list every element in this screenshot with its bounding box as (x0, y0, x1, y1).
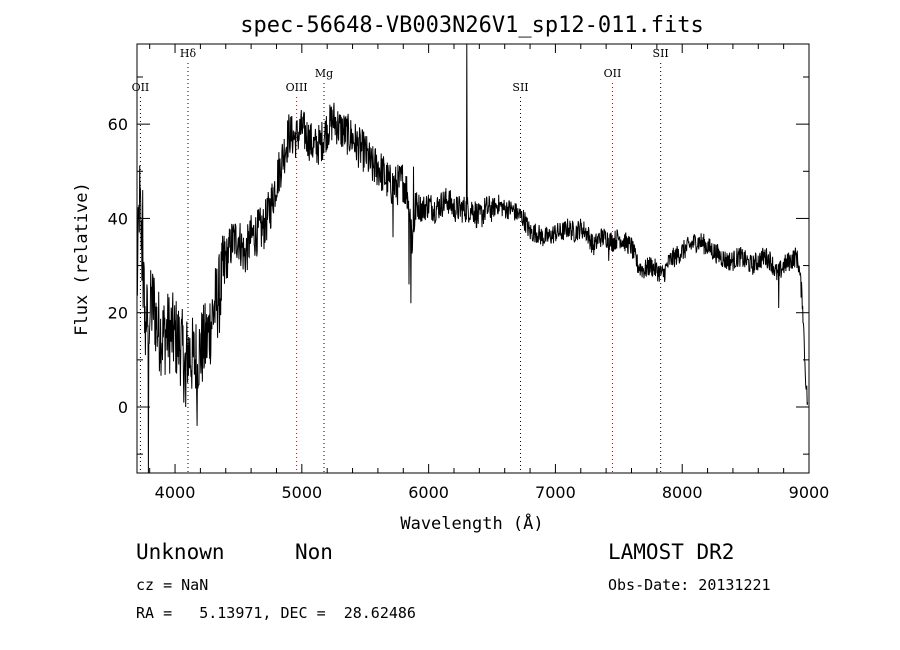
y-axis-label: Flux (relative) (72, 182, 92, 336)
emission-line-label: SII (653, 47, 669, 60)
redshift-label: cz = NaN (136, 576, 209, 594)
chart-title: spec-56648-VB003N26V1_sp12-011.fits (240, 13, 704, 38)
y-tick-label: 0 (118, 398, 128, 417)
x-tick-label: 7000 (535, 483, 576, 502)
y-tick-label: 60 (108, 115, 128, 134)
y-tick-label: 20 (108, 304, 128, 323)
x-tick-label: 8000 (662, 483, 703, 502)
class-label: Unknown (136, 540, 225, 564)
emission-line-label: OIII (286, 81, 308, 94)
x-axis-label: Wavelength (Å) (400, 512, 543, 534)
x-tick-label: 4000 (155, 483, 196, 502)
emission-line-label: SII (512, 81, 528, 94)
x-tick-label: 5000 (281, 483, 322, 502)
subclass-label: Non (295, 540, 333, 564)
axis-ticks: 4000 5000 6000 7000 8000 9000 0 20 40 60 (108, 44, 830, 502)
emission-line-label: Hδ (180, 47, 197, 60)
emission-line-label: OII (604, 67, 622, 80)
emission-line-markers: OII Hδ OIII Mg SII OII SII (132, 47, 669, 473)
plot-frame (136, 43, 810, 474)
emission-line-label: OII (132, 81, 150, 94)
spectrum-series-line (136, 43, 809, 474)
emission-line-label: Mg (315, 67, 333, 80)
x-tick-label: 9000 (789, 483, 830, 502)
coordinates-label: RA = 5.13971, DEC = 28.62486 (136, 604, 416, 622)
survey-label: LAMOST DR2 (608, 540, 735, 564)
obs-date-label: Obs-Date: 20131221 (608, 576, 771, 594)
x-tick-label: 6000 (408, 483, 449, 502)
y-tick-label: 40 (108, 209, 128, 228)
